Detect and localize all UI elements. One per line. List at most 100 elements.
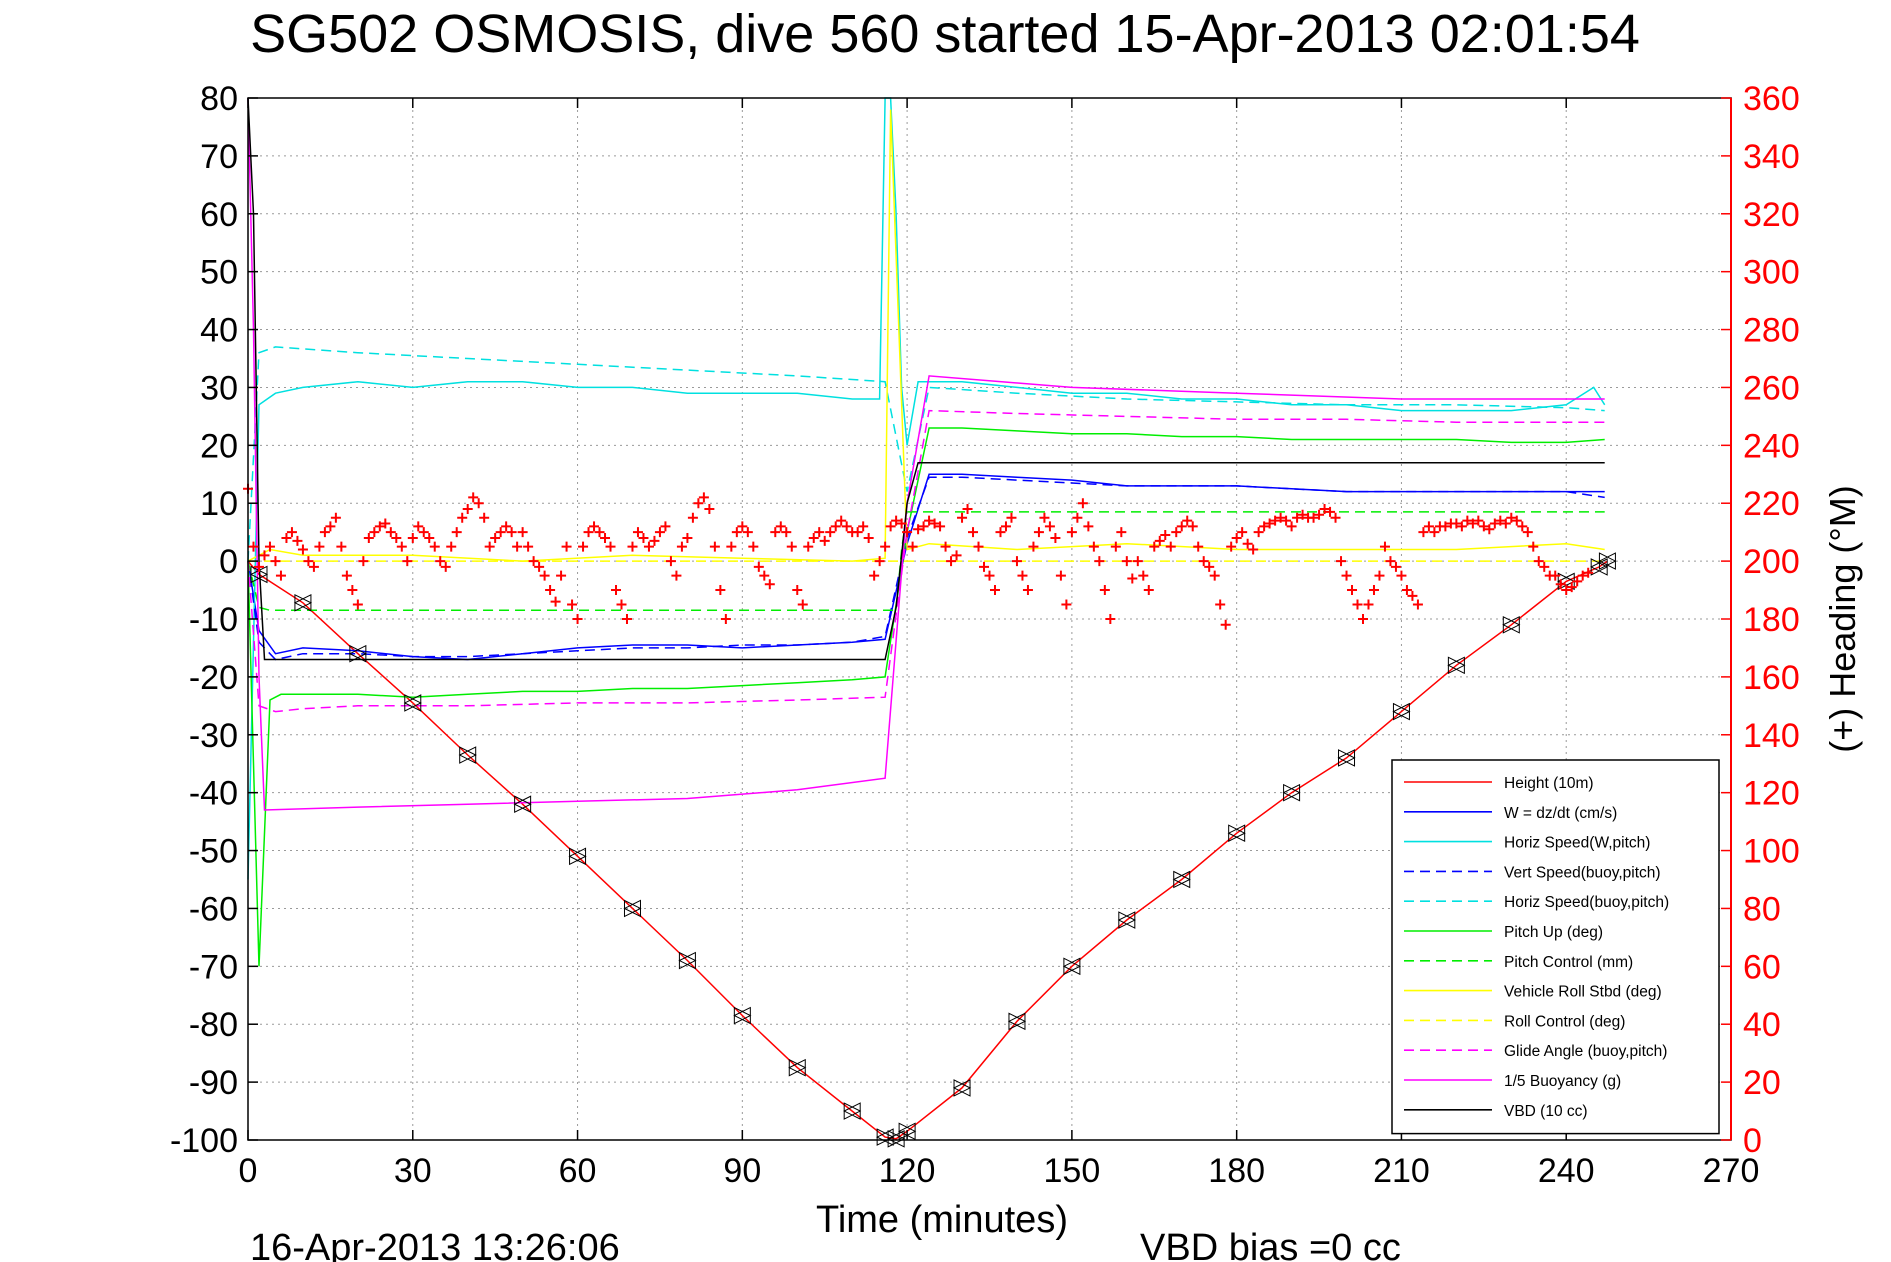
heading-point (1412, 599, 1423, 610)
heading-point (1160, 530, 1171, 541)
heading-point (358, 556, 369, 567)
y-tick-label: -100 (170, 1122, 238, 1160)
heading-point (539, 570, 550, 581)
heading-point (1478, 521, 1489, 532)
heading-point (874, 556, 885, 567)
y2-tick-label: 120 (1743, 775, 1800, 813)
heading-point (1198, 556, 1209, 567)
heading-point (660, 521, 671, 532)
heading-point (512, 541, 523, 552)
heading-point (1182, 515, 1193, 526)
heading-point (567, 599, 578, 610)
heading-point (330, 512, 341, 523)
heading-point (1143, 585, 1154, 596)
heading-point (1561, 585, 1572, 596)
heading-point (578, 541, 589, 552)
heading-point (1138, 570, 1149, 581)
y-tick-label: 40 (200, 312, 238, 350)
heading-point (1456, 521, 1467, 532)
heading-point (479, 512, 490, 523)
heading-point (1308, 512, 1319, 523)
y2-tick-label: 320 (1743, 196, 1800, 234)
y-tick-label: -20 (189, 659, 238, 697)
heading-point (1379, 541, 1390, 552)
heading-point (1226, 541, 1237, 552)
legend-label: Horiz Speed(buoy,pitch) (1504, 894, 1669, 911)
heading-point (973, 541, 984, 552)
heading-point (462, 504, 473, 515)
height-marker (843, 1102, 862, 1120)
series-line-9 (247, 409, 1605, 713)
heading-point (682, 532, 693, 543)
heading-point (693, 498, 704, 509)
heading-point (1297, 509, 1308, 520)
heading-point (325, 521, 336, 532)
heading-point (1187, 521, 1198, 532)
heading-point (506, 527, 517, 538)
y2-tick-label: 360 (1743, 80, 1800, 118)
heading-point (1489, 518, 1500, 529)
heading-point (1039, 512, 1050, 523)
legend-label: Pitch Control (mm) (1504, 954, 1633, 971)
x-tick-label: 60 (559, 1152, 597, 1190)
heading-point (1473, 515, 1484, 526)
heading-point (1132, 556, 1143, 567)
y2-tick-label: 260 (1743, 369, 1800, 407)
heading-point (1127, 573, 1138, 584)
heading-point (720, 614, 731, 624)
chart-title: SG502 OSMOSIS, dive 560 started 15-Apr-2… (250, 4, 1640, 64)
height-marker (293, 593, 313, 612)
height-marker (952, 1079, 972, 1097)
heading-point (253, 561, 264, 572)
heading-point (1176, 521, 1187, 532)
height-marker (458, 746, 477, 764)
heading-point (671, 570, 682, 581)
series-line-7 (247, 109, 1605, 562)
heading-point (319, 527, 330, 538)
height-marker (568, 847, 587, 866)
heading-point (1555, 579, 1566, 590)
heading-point (1248, 544, 1259, 555)
height-marker (733, 1006, 752, 1025)
heading-point (698, 492, 709, 503)
heading-point (891, 515, 902, 526)
heading-point (1292, 512, 1303, 523)
heading-point (440, 561, 451, 572)
heading-point (1237, 527, 1248, 538)
y-tick-label: 50 (200, 254, 238, 292)
y-tick-label: -10 (189, 601, 238, 639)
heading-point (792, 585, 803, 596)
heading-point (314, 541, 325, 552)
height-marker (1007, 1012, 1027, 1031)
heading-point (1330, 512, 1341, 523)
heading-point (1506, 512, 1517, 523)
heading-point (929, 518, 940, 529)
heading-point (270, 556, 281, 567)
heading-point (550, 596, 561, 607)
heading-point (1259, 521, 1270, 532)
heading-point (1215, 599, 1226, 610)
y2-tick-label: 100 (1743, 833, 1800, 871)
heading-point (468, 492, 479, 503)
heading-point (1011, 556, 1022, 567)
heading-point (1539, 561, 1550, 572)
heading-point (1253, 527, 1264, 538)
legend-label: Horiz Speed(W,pitch) (1504, 835, 1650, 852)
heading-point (347, 585, 358, 596)
heading-point (1110, 541, 1121, 552)
heading-point (786, 541, 797, 552)
heading-point (1550, 570, 1561, 581)
y-tick-label: 60 (200, 196, 238, 234)
x-tick-label: 210 (1373, 1152, 1430, 1190)
heading-point (968, 527, 979, 538)
heading-point (1451, 518, 1462, 529)
heading-point (1319, 504, 1330, 515)
height-marker (623, 899, 642, 918)
heading-point (935, 521, 946, 532)
heading-point (1017, 570, 1028, 581)
heading-point (391, 532, 402, 543)
heading-point (1401, 585, 1412, 596)
heading-point (913, 524, 924, 535)
heading-point (308, 561, 319, 572)
